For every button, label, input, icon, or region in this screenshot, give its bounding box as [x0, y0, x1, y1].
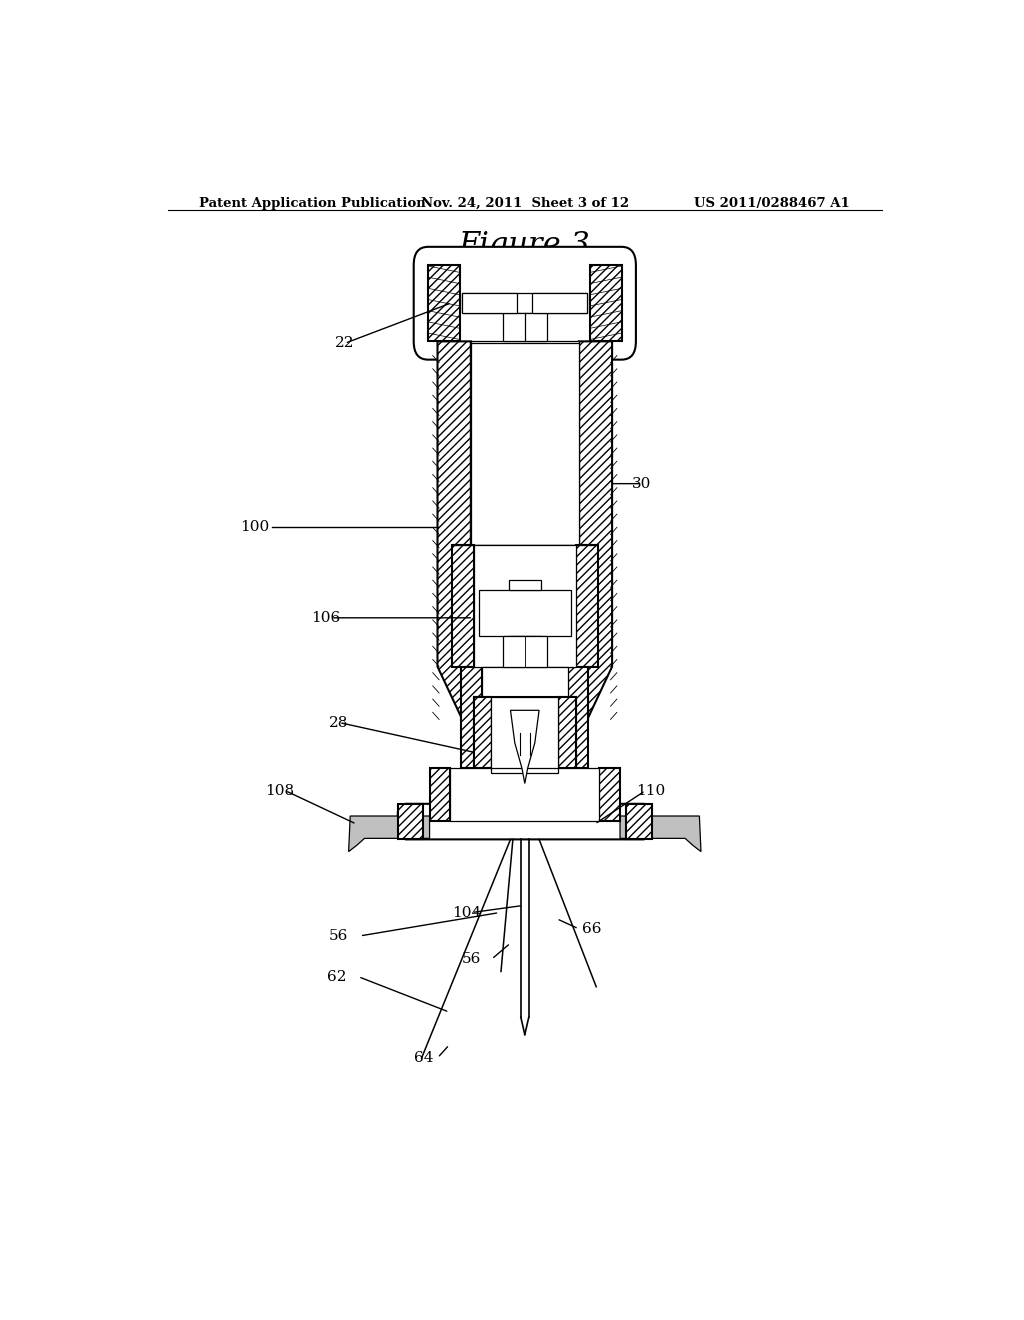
Bar — [482, 667, 567, 768]
Text: US 2011/0288467 A1: US 2011/0288467 A1 — [694, 197, 850, 210]
Bar — [492, 697, 558, 768]
Bar — [575, 545, 598, 667]
Text: 108: 108 — [265, 784, 295, 797]
Text: 30: 30 — [632, 477, 651, 491]
Bar — [599, 768, 621, 821]
Bar — [452, 545, 474, 667]
Text: 64: 64 — [414, 1051, 433, 1065]
Polygon shape — [397, 804, 652, 840]
Bar — [462, 293, 588, 313]
Bar — [430, 768, 451, 821]
Polygon shape — [511, 710, 539, 784]
Bar — [461, 667, 482, 768]
Text: Nov. 24, 2011  Sheet 3 of 12: Nov. 24, 2011 Sheet 3 of 12 — [421, 197, 629, 210]
Polygon shape — [348, 816, 430, 851]
Bar — [479, 590, 570, 636]
Text: 104: 104 — [452, 906, 481, 920]
Bar — [558, 697, 575, 774]
Text: 56: 56 — [462, 952, 481, 966]
Bar — [503, 636, 547, 667]
Text: 62: 62 — [327, 970, 346, 983]
Bar — [462, 293, 517, 313]
Bar — [558, 697, 575, 774]
Polygon shape — [437, 342, 485, 727]
Bar — [428, 265, 460, 342]
Bar — [474, 545, 575, 667]
Polygon shape — [564, 342, 612, 727]
Text: 110: 110 — [636, 784, 666, 797]
Bar — [509, 636, 541, 647]
Bar — [451, 768, 599, 821]
Bar — [474, 697, 575, 768]
Text: 66: 66 — [582, 921, 601, 936]
Bar — [397, 804, 423, 840]
Bar — [590, 265, 622, 342]
Text: 28: 28 — [330, 715, 348, 730]
Text: 100: 100 — [240, 520, 269, 535]
Bar — [567, 667, 588, 768]
Bar — [503, 313, 547, 342]
FancyBboxPatch shape — [414, 247, 636, 359]
Bar — [474, 697, 492, 774]
Bar — [627, 804, 652, 840]
Bar — [474, 697, 575, 768]
Text: Figure 3: Figure 3 — [459, 230, 591, 260]
Bar — [474, 697, 492, 774]
Polygon shape — [620, 816, 701, 851]
Bar — [461, 667, 482, 768]
Text: Patent Application Publication: Patent Application Publication — [200, 197, 426, 210]
Bar — [430, 768, 451, 821]
Text: 106: 106 — [311, 611, 341, 624]
Bar — [471, 342, 579, 727]
Text: 56: 56 — [330, 929, 348, 942]
Bar — [428, 265, 460, 342]
Bar — [492, 697, 558, 774]
Bar — [509, 581, 541, 590]
Bar — [567, 667, 588, 768]
Bar — [575, 545, 598, 667]
Bar — [590, 265, 622, 342]
Bar — [452, 545, 474, 667]
Bar — [397, 804, 423, 840]
Bar — [627, 804, 652, 840]
Bar — [599, 768, 621, 821]
Bar — [532, 293, 588, 313]
Bar — [471, 343, 579, 545]
Text: 22: 22 — [335, 337, 354, 350]
